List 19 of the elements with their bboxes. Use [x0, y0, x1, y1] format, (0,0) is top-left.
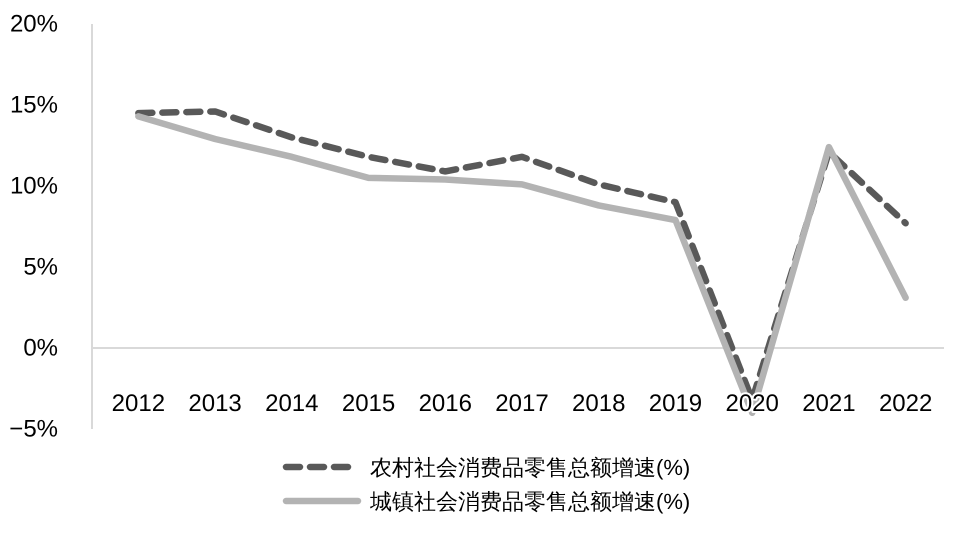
x-tick-label: 2016 — [418, 390, 472, 417]
x-tick-label: 2012 — [112, 390, 166, 417]
y-tick-label: 20% — [10, 10, 58, 38]
x-tick-label: 2013 — [188, 390, 242, 417]
x-tick-label: 2022 — [878, 390, 932, 417]
y-tick-label: 10% — [10, 172, 58, 200]
x-tick-label: 2018 — [572, 390, 626, 417]
x-tick-label: 2019 — [648, 390, 702, 417]
x-tick-label: 2020 — [725, 390, 779, 417]
x-tick-label: 2014 — [265, 390, 319, 417]
x-tick-label: 2015 — [342, 390, 396, 417]
y-tick-label: 0% — [23, 334, 58, 362]
y-tick-label: 15% — [10, 92, 58, 118]
x-tick-label: 2021 — [802, 390, 856, 417]
y-tick-label: −5% — [9, 416, 58, 442]
y-tick-label: 5% — [23, 254, 58, 280]
legend-label: 农村社会消费品零售总额增速(%) — [370, 455, 690, 480]
legend-label: 城镇社会消费品零售总额增速(%) — [369, 489, 690, 514]
x-tick-label: 2017 — [495, 390, 549, 417]
